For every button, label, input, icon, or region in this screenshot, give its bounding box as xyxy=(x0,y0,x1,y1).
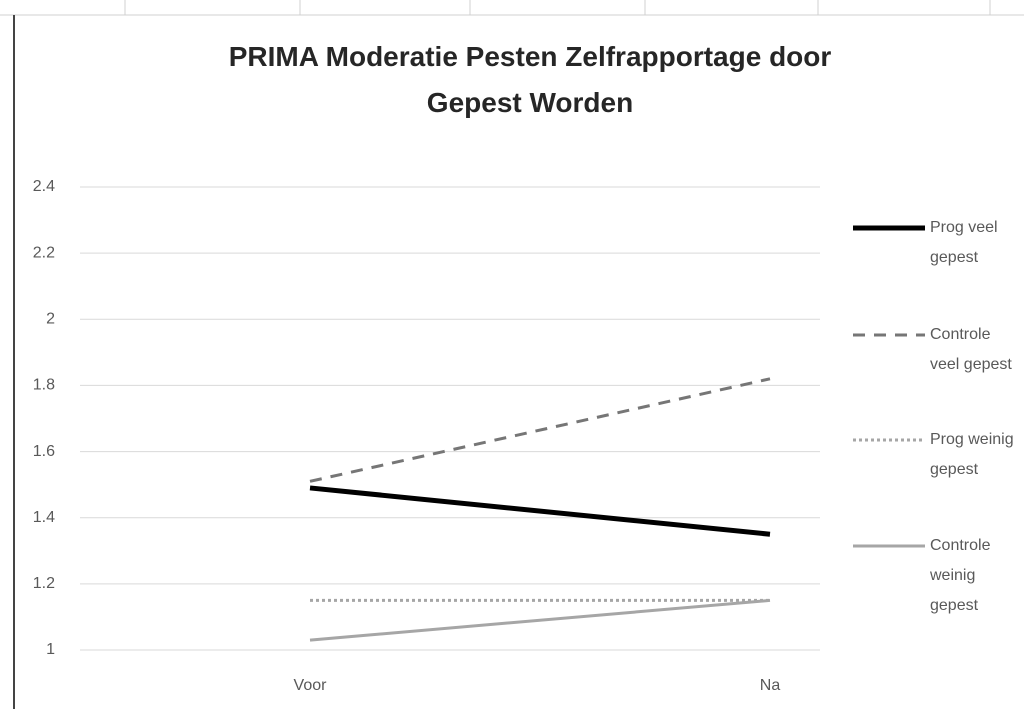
y-tick-label: 1.8 xyxy=(33,377,55,394)
legend-label: Controle veel gepest xyxy=(930,326,1012,373)
chart-title: PRIMA Moderatie Pesten Zelfrapportage do… xyxy=(228,41,832,118)
y-tick-label: 1.2 xyxy=(33,575,55,592)
series-line xyxy=(309,485,771,537)
series-line xyxy=(309,377,771,483)
y-tick-label: 2 xyxy=(46,311,55,328)
y-tick-label: 1.4 xyxy=(33,509,55,526)
y-tick-label: 1.6 xyxy=(33,443,55,460)
legend-label: Prog veel gepest xyxy=(930,219,998,266)
x-tick-label: Na xyxy=(760,677,781,694)
legend-label: Controle weinig gepest xyxy=(930,537,991,614)
series-line xyxy=(309,598,771,642)
y-tick-label: 2.4 xyxy=(33,178,55,195)
y-tick-label: 1 xyxy=(46,641,55,658)
x-tick-label: Voor xyxy=(294,677,328,694)
y-tick-label: 2.2 xyxy=(33,244,55,261)
legend-label: Prog weinig gepest xyxy=(930,431,1014,478)
